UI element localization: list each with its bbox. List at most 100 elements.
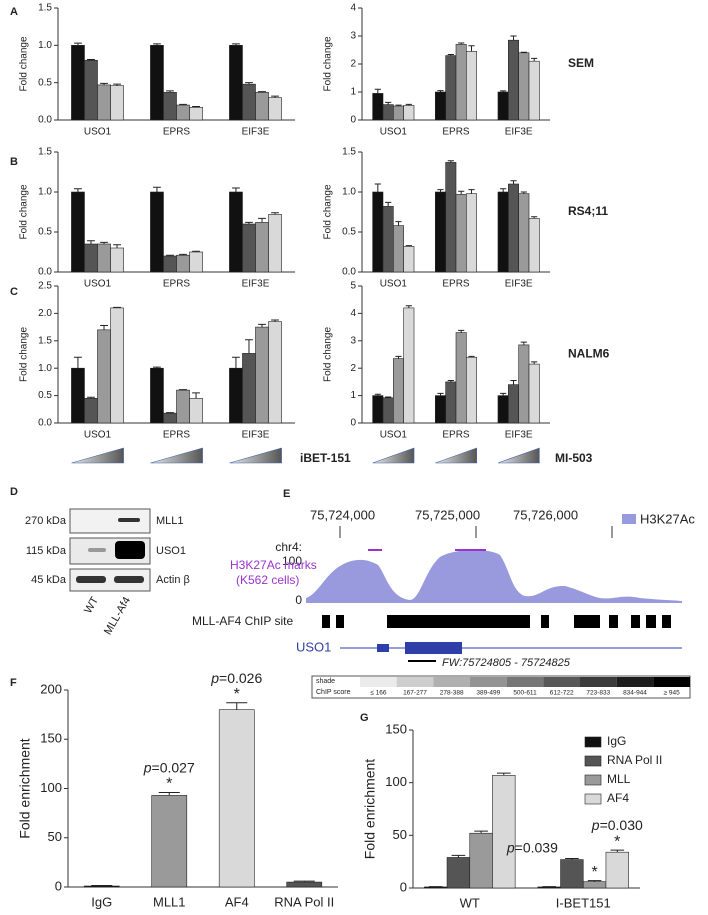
y-tick-label: 50 — [48, 829, 62, 844]
protein-label: MLL1 — [156, 515, 184, 527]
panel-letter: B — [10, 156, 18, 168]
bar — [84, 398, 97, 423]
y-tick-label: 0.0 — [342, 267, 356, 278]
y-tick-label: 0.0 — [38, 115, 52, 126]
bar — [519, 194, 529, 272]
error-bar — [510, 381, 516, 385]
y-tick-label: 1.0 — [342, 187, 356, 198]
bar — [163, 92, 176, 120]
error-bar — [452, 855, 466, 857]
y-tick-label: 4 — [350, 3, 356, 14]
panel-letter: F — [10, 677, 17, 689]
dose-triangle — [229, 448, 281, 463]
bar — [190, 252, 203, 272]
x-tick-label: AF4 — [225, 894, 249, 909]
bar — [229, 45, 242, 120]
error-bar — [385, 202, 391, 206]
bar — [71, 368, 84, 423]
bar — [98, 244, 111, 272]
bar — [373, 93, 383, 120]
error-bar — [510, 181, 516, 184]
error-bar — [375, 89, 381, 93]
blot-band — [115, 541, 145, 559]
y-tick-label: 0.0 — [38, 418, 52, 429]
bar — [435, 192, 445, 272]
x-tick-label: EPRS — [163, 279, 191, 290]
bar — [404, 105, 414, 120]
score-bin: 278-388 — [440, 690, 464, 697]
bar — [393, 359, 403, 423]
track-label: (K562 cells) — [236, 573, 299, 587]
size-label: 270 kDa — [25, 515, 67, 527]
panel-letter: D — [10, 486, 18, 498]
y-tick-label: 2.0 — [38, 308, 52, 319]
y-axis-label: Fold change — [19, 36, 30, 91]
y-tick-label: 0.5 — [38, 77, 52, 88]
y-tick-label: 150 — [40, 731, 62, 746]
p-value: p=0.039 — [506, 839, 558, 855]
bar — [470, 833, 493, 888]
y-tick-label: 0.5 — [342, 227, 356, 238]
bar — [256, 92, 269, 120]
panel-letter: G — [360, 712, 369, 724]
y-tick-label: 1.5 — [38, 147, 52, 158]
bar — [456, 194, 466, 272]
x-tick-label: I-BET151 — [556, 895, 611, 910]
shade-cell — [580, 677, 617, 687]
score-bin: 389-499 — [476, 690, 500, 697]
size-label: 45 kDa — [31, 574, 67, 586]
x-tick-label: MLL1 — [153, 894, 186, 909]
bar — [190, 398, 203, 423]
bar — [190, 107, 203, 120]
dose-triangle — [435, 448, 476, 463]
score-bin: ≤ 166 — [370, 690, 387, 697]
bar — [373, 192, 383, 272]
exon — [377, 644, 389, 652]
error-bar — [232, 357, 240, 368]
error-bar — [406, 306, 412, 308]
panel-letter: A — [10, 6, 18, 18]
legend-swatch — [585, 775, 601, 785]
bar — [150, 192, 163, 272]
error-bar — [468, 46, 474, 52]
y-tick-label: 0 — [55, 878, 62, 893]
y-tick-label: 5 — [350, 281, 356, 292]
bar — [466, 51, 476, 120]
x-tick-label: USO1 — [380, 430, 408, 441]
error-bar — [375, 184, 381, 192]
error-bar — [166, 413, 174, 414]
track-min: 0 — [295, 593, 302, 607]
error-bar — [245, 340, 253, 354]
bar — [583, 882, 606, 888]
bar — [466, 194, 476, 272]
x-tick-label: WT — [460, 895, 480, 910]
western-blot: 270 kDa 115 kDa 45 kDa MLL1 USO1 Actin β… — [25, 509, 190, 637]
x-tick-label: EIF3E — [505, 127, 533, 138]
bar — [393, 106, 403, 120]
shade-cell — [543, 677, 580, 687]
error-bar — [74, 43, 82, 45]
shade-cell — [470, 677, 507, 687]
shade-cell — [653, 677, 690, 687]
blot-band — [88, 548, 106, 552]
x-tick-label: EIF3E — [242, 430, 270, 441]
dose-triangle — [71, 448, 123, 463]
shade-label: shade — [316, 678, 335, 685]
error-bar — [192, 393, 200, 398]
x-tick-label: EIF3E — [242, 127, 270, 138]
error-bar — [497, 773, 511, 775]
bar — [561, 860, 584, 888]
bar — [508, 385, 518, 423]
treatment-label: MI-503 — [555, 451, 593, 465]
error-bar — [385, 102, 391, 104]
error-bar — [113, 307, 121, 308]
bar — [492, 775, 515, 888]
error-bar — [521, 342, 527, 345]
y-axis-label: Fold enrichment — [17, 738, 33, 838]
coordinate: 75,724,000 — [310, 507, 375, 522]
bar — [84, 244, 97, 272]
y-tick-label: 0.5 — [38, 390, 52, 401]
bar — [404, 308, 414, 423]
y-tick-label: 0 — [350, 418, 356, 429]
